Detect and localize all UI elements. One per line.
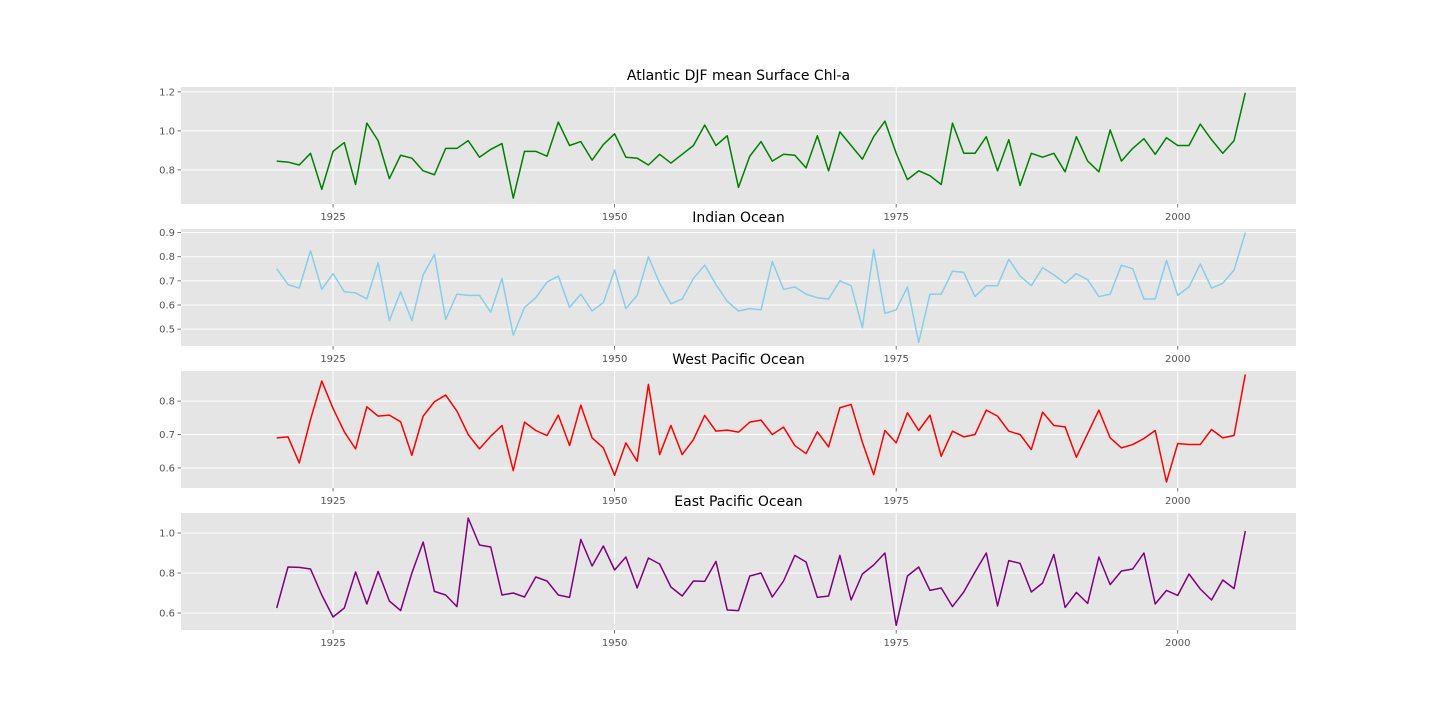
series-line	[276, 374, 1247, 483]
y-tick-label: 0.8	[159, 252, 175, 263]
series-line	[276, 92, 1247, 199]
y-tick-label: 0.6	[159, 300, 175, 311]
subplot-3: West Pacific Ocean 0.6 0.7 0.8 1925 1950 1975 2…	[159, 352, 1296, 507]
x-tick-label: 1975	[883, 212, 908, 223]
y-tick-label: 0.7	[159, 276, 175, 287]
x-tick-label: 1925	[320, 638, 345, 649]
x-tick-label: 2000	[1165, 638, 1190, 649]
series-line	[276, 232, 1247, 344]
x-tick-label: 2000	[1165, 496, 1190, 507]
x-tick-label: 1950	[602, 354, 627, 365]
plot-grid: Atlantic DJF mean Surface Chl-a 0.8 1.0 1.2…	[159, 68, 1296, 649]
subplot-1: Atlantic DJF mean Surface Chl-a 0.8 1.0 1.2…	[159, 68, 1296, 223]
y-tick-label: 0.6	[159, 463, 175, 474]
y-tick-label: 1.0	[159, 126, 175, 137]
x-tick-label: 1925	[320, 354, 345, 365]
chart-title: West Pacific Ocean	[672, 352, 805, 368]
y-tick-label: 0.5	[159, 325, 175, 336]
x-tick-label: 2000	[1165, 212, 1190, 223]
y-tick-label: 0.7	[159, 430, 175, 441]
x-tick-label: 1975	[883, 496, 908, 507]
plot-area	[181, 513, 1296, 630]
y-tick-label: 0.8	[159, 397, 175, 408]
y-tick-label: 0.8	[159, 569, 175, 580]
y-tick-label: 0.6	[159, 609, 175, 620]
plot-area	[181, 371, 1296, 488]
subplot-4: East Pacific Ocean 0.6 0.8 1.0 1925 1950 1975 2…	[159, 494, 1296, 649]
x-tick-label: 1975	[883, 354, 908, 365]
x-tick-label: 1925	[320, 496, 345, 507]
y-tick-label: 0.8	[159, 165, 175, 176]
x-tick-label: 1925	[320, 212, 345, 223]
chart-title: Indian Ocean	[692, 210, 784, 226]
subplot-2: Indian Ocean 0.5 0.6 0.7 0.8 0.9 1925 1950 1975 2…	[159, 210, 1296, 365]
series-line	[276, 517, 1247, 627]
x-tick-label: 1950	[602, 496, 627, 507]
chart-title: Atlantic DJF mean Surface Chl-a	[627, 68, 850, 84]
y-tick-label: 1.2	[159, 87, 175, 98]
x-tick-label: 1950	[602, 638, 627, 649]
x-tick-label: 1950	[602, 212, 627, 223]
x-tick-label: 1975	[883, 638, 908, 649]
y-tick-label: 0.9	[159, 228, 175, 239]
chart-title: East Pacific Ocean	[674, 494, 802, 510]
y-tick-label: 1.0	[159, 529, 175, 540]
plot-area	[181, 229, 1296, 346]
x-tick-label: 2000	[1165, 354, 1190, 365]
